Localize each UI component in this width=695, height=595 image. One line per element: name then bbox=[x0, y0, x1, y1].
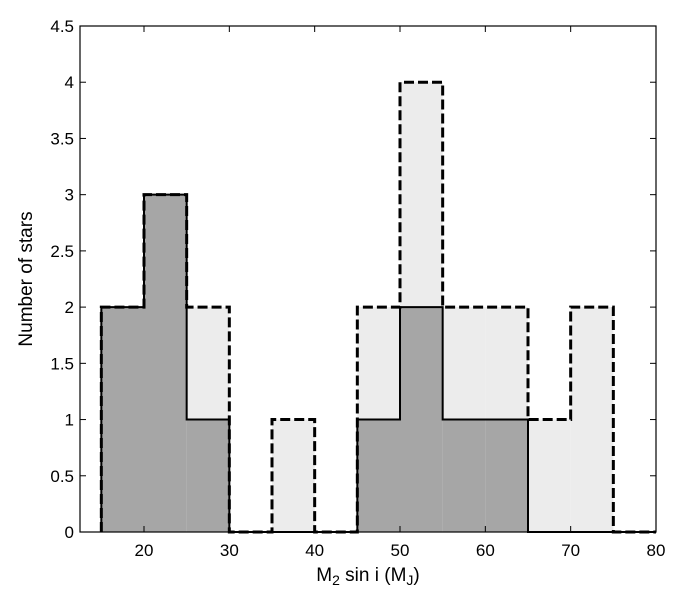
x-axis-label: M2 sin i (MJ) bbox=[316, 565, 419, 588]
y-tick-label: 3 bbox=[65, 186, 74, 205]
y-tick-label: 4.5 bbox=[50, 17, 74, 36]
y-tick-label: 1 bbox=[65, 411, 74, 430]
x-axis-label-text: M bbox=[316, 565, 332, 586]
y-tick-label: 2 bbox=[65, 298, 74, 317]
dark-series-bars bbox=[101, 194, 528, 532]
y-tick-label: 4 bbox=[65, 73, 74, 92]
y-axis-label: Number of stars bbox=[16, 211, 37, 346]
x-tick-label: 60 bbox=[476, 541, 495, 560]
x-axis-label-text: sin i (M bbox=[340, 565, 407, 586]
x-tick-label: 30 bbox=[220, 541, 239, 560]
x-tick-label: 80 bbox=[647, 541, 666, 560]
x-tick-label: 70 bbox=[561, 541, 580, 560]
x-tick-label: 50 bbox=[391, 541, 410, 560]
histogram-bar bbox=[272, 419, 315, 532]
dark-series-outline bbox=[100, 193, 656, 533]
histogram-bar bbox=[400, 307, 443, 532]
histogram-bar bbox=[186, 419, 230, 532]
y-tick-label: 0.5 bbox=[50, 467, 74, 486]
x-axis-label-subscript: J bbox=[406, 572, 413, 588]
y-tick-label: 2.5 bbox=[50, 242, 74, 261]
histogram-bar bbox=[570, 307, 614, 532]
y-tick-label: 0 bbox=[65, 523, 74, 542]
dark-series-step-line bbox=[100, 193, 656, 533]
y-tick-label: 1.5 bbox=[50, 354, 74, 373]
axis-ticks bbox=[80, 25, 657, 533]
x-tick-label: 20 bbox=[135, 541, 154, 560]
histogram-bar bbox=[485, 419, 528, 532]
x-tick-label: 40 bbox=[305, 541, 324, 560]
y-tick-label: 3.5 bbox=[50, 129, 74, 148]
histogram-bar bbox=[144, 194, 187, 532]
histogram-bar bbox=[101, 307, 144, 532]
histogram-bar bbox=[442, 419, 486, 532]
histogram-bar bbox=[357, 419, 400, 532]
histogram-bar bbox=[528, 419, 571, 532]
x-axis-label-text: ) bbox=[413, 565, 419, 586]
y-tick-labels: 0 0.5 1 1.5 2 2.5 3 3.5 4 4.5 bbox=[50, 17, 74, 542]
x-axis-label-subscript: 2 bbox=[332, 572, 340, 588]
x-tick-labels: 20 30 40 50 60 70 80 bbox=[135, 541, 666, 560]
plot-frame bbox=[79, 25, 657, 533]
